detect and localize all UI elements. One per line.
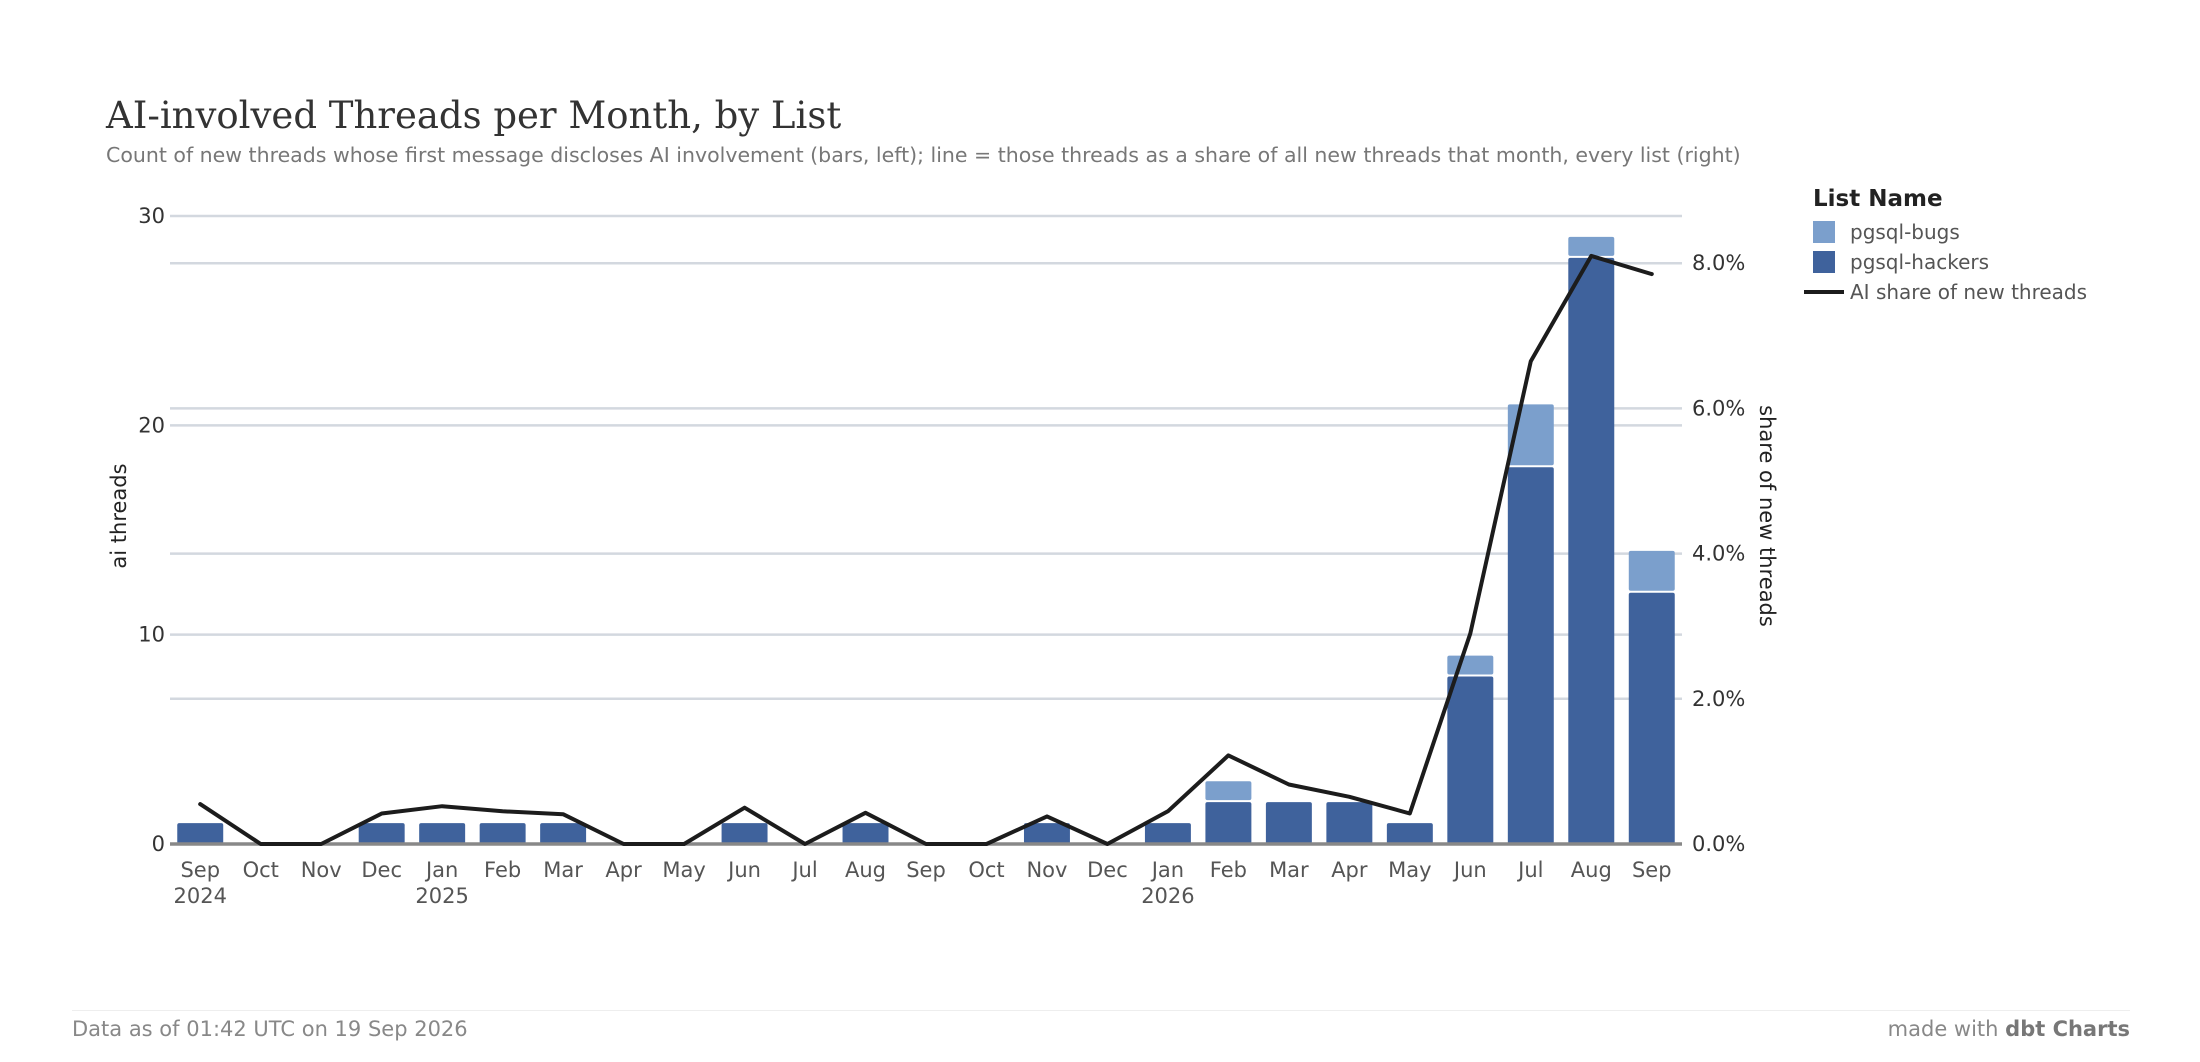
chart-title: AI-involved Threads per Month, by List xyxy=(106,94,842,137)
share-line xyxy=(198,253,1654,846)
y2-axis-title: share of new threads xyxy=(1755,405,1779,627)
bar-pgsql-bugs xyxy=(1568,236,1615,256)
y2-tick-label: 0.0% xyxy=(1692,832,1745,856)
x-tick-label: Sep xyxy=(1632,858,1672,882)
bar-pgsql-hackers xyxy=(1628,592,1675,844)
bar-pgsql-hackers xyxy=(1144,823,1191,844)
x-tick-label: Dec xyxy=(1087,858,1128,882)
y2-tick-label: 8.0% xyxy=(1692,251,1745,275)
bars xyxy=(177,236,1675,844)
footer-divider xyxy=(72,1010,2130,1011)
x-year-label: 2025 xyxy=(415,884,468,908)
x-tick-label: Apr xyxy=(605,858,642,882)
x-tick-label: Dec xyxy=(361,858,402,882)
legend: List Name pgsql-bugs pgsql-hackers AI share… xyxy=(1804,186,2087,304)
x-tick-label: Jul xyxy=(790,858,817,882)
x-tick-label: Aug xyxy=(845,858,886,882)
bar-pgsql-hackers xyxy=(540,823,587,844)
bar-pgsql-hackers xyxy=(358,823,405,844)
legend-swatch-pgsql-hackers xyxy=(1813,251,1835,273)
bar-pgsql-hackers xyxy=(842,823,889,844)
bar-pgsql-hackers xyxy=(1568,257,1615,844)
x-tick-label: May xyxy=(1388,858,1431,882)
bar-pgsql-hackers xyxy=(1265,802,1312,844)
y-tick-label: 0 xyxy=(152,832,165,856)
data-timestamp: Data as of 01:42 UTC on 19 Sep 2026 xyxy=(72,1017,468,1041)
bar-pgsql-hackers xyxy=(1326,802,1373,844)
x-tick-label: Jul xyxy=(1516,858,1543,882)
y2-tick-label: 2.0% xyxy=(1692,687,1745,711)
y-tick-label: 20 xyxy=(138,413,165,437)
bar-pgsql-hackers xyxy=(721,823,768,844)
bar-pgsql-bugs xyxy=(1628,550,1675,591)
grid-lines xyxy=(170,214,1682,701)
y2-tick-label: 6.0% xyxy=(1692,396,1745,420)
x-tick-label: Mar xyxy=(543,858,583,882)
x-tick-label: Nov xyxy=(1026,858,1067,882)
bar-pgsql-hackers xyxy=(1447,676,1494,844)
x-tick-label: Feb xyxy=(484,858,521,882)
x-tick-label: Jun xyxy=(726,858,761,882)
x-tick-label: Feb xyxy=(1210,858,1247,882)
chart-subtitle: Count of new threads whose first message… xyxy=(106,143,1741,167)
brand-name: dbt Charts xyxy=(2005,1017,2130,1041)
y-axis-title: ai threads xyxy=(107,463,131,568)
legend-title: List Name xyxy=(1813,186,1943,212)
y-tick-label: 30 xyxy=(138,204,165,228)
x-tick-label: Oct xyxy=(968,858,1004,882)
bar-pgsql-hackers xyxy=(1507,467,1554,844)
legend-label: pgsql-hackers xyxy=(1850,250,1989,274)
bar-pgsql-hackers xyxy=(1386,823,1433,844)
legend-label: pgsql-bugs xyxy=(1850,220,1960,244)
bar-pgsql-hackers xyxy=(177,823,224,844)
bar-pgsql-hackers xyxy=(1023,823,1070,844)
made-with-prefix: made with xyxy=(1887,1017,2006,1041)
legend-swatch-pgsql-bugs xyxy=(1813,221,1835,243)
y2-tick-label: 4.0% xyxy=(1692,542,1745,566)
legend-label: AI share of new threads xyxy=(1850,280,2087,304)
y-tick-label: 10 xyxy=(138,623,165,647)
x-tick-label: Sep xyxy=(180,858,220,882)
x-tick-label: Apr xyxy=(1331,858,1368,882)
x-tick-label: Jan xyxy=(1150,858,1184,882)
x-tick-label: Jan xyxy=(424,858,458,882)
bar-pgsql-bugs xyxy=(1447,655,1494,675)
bar-pgsql-bugs xyxy=(1205,781,1252,801)
x-tick-label: Mar xyxy=(1269,858,1309,882)
bar-pgsql-hackers xyxy=(419,823,466,844)
x-year-label: 2024 xyxy=(174,884,227,908)
x-tick-label: May xyxy=(662,858,705,882)
made-with-credit: made with dbt Charts xyxy=(1888,1017,2130,1041)
x-tick-label: Nov xyxy=(301,858,342,882)
x-tick-label: Jun xyxy=(1452,858,1487,882)
chart-canvas: 0 10 20 30 0.0% 2.0% 4.0% 6.0% 8.0% Sep Oct Nov Dec J… xyxy=(107,186,2087,908)
x-year-label: 2026 xyxy=(1141,884,1194,908)
bar-pgsql-hackers xyxy=(1205,802,1252,844)
x-tick-label: Sep xyxy=(906,858,946,882)
x-tick-label: Oct xyxy=(243,858,279,882)
bar-pgsql-hackers xyxy=(479,823,526,844)
ai-share-line xyxy=(198,253,1654,846)
x-tick-label: Aug xyxy=(1571,858,1612,882)
